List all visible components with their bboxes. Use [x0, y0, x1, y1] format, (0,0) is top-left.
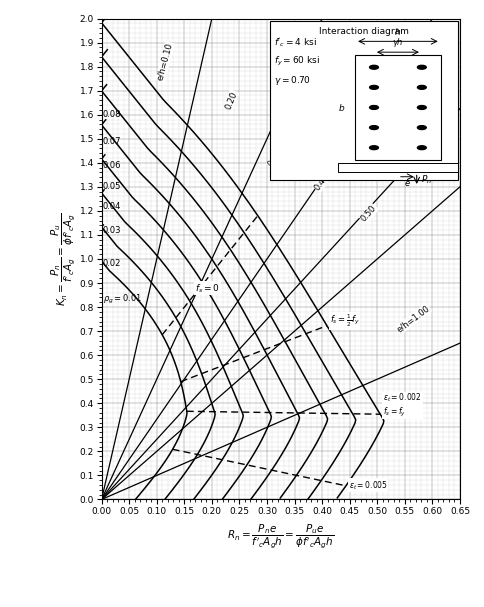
Circle shape: [417, 146, 425, 149]
Circle shape: [369, 66, 378, 69]
Text: e/h=1.00: e/h=1.00: [394, 304, 430, 334]
Bar: [269, 21, 457, 180]
Circle shape: [369, 86, 378, 89]
Circle shape: [369, 126, 378, 129]
Text: $h$: $h$: [393, 26, 401, 37]
Text: $f_s=\frac{1}{2}f_y$: $f_s=\frac{1}{2}f_y$: [329, 313, 359, 329]
Text: 0.04: 0.04: [103, 202, 121, 211]
Text: $b$: $b$: [337, 102, 344, 113]
Circle shape: [369, 146, 378, 149]
Circle shape: [417, 106, 425, 109]
Text: 0.02: 0.02: [103, 259, 121, 268]
Text: 0.50: 0.50: [359, 203, 378, 223]
Text: e/h=0.10: e/h=0.10: [155, 42, 174, 82]
Text: $\rho_g=0.01$: $\rho_g=0.01$: [103, 293, 142, 307]
Text: 0.30: 0.30: [266, 148, 283, 168]
X-axis label: $R_n = \dfrac{P_n e}{f'_c A_g h} = \dfrac{P_u e}{\phi f'_c A_g h}$: $R_n = \dfrac{P_n e}{f'_c A_g h} = \dfra…: [227, 521, 333, 549]
Text: $\epsilon_t=0.005$: $\epsilon_t=0.005$: [348, 479, 387, 492]
Text: 0.05: 0.05: [103, 182, 121, 191]
Text: $P_n$: $P_n$: [420, 174, 431, 186]
Text: $f_s=0$: $f_s=0$: [195, 282, 219, 294]
Text: 0.40: 0.40: [313, 172, 331, 192]
Text: $\gamma h$: $\gamma h$: [391, 36, 403, 49]
Circle shape: [369, 106, 378, 109]
Text: 0.07: 0.07: [103, 137, 121, 146]
Text: $f'_c = 4$ ksi
$f_y = 60$ ksi
$\gamma = 0.70$: $f'_c = 4$ ksi $f_y = 60$ ksi $\gamma = …: [273, 36, 319, 87]
Bar: [337, 163, 457, 172]
Text: 0.20: 0.20: [223, 90, 238, 110]
Text: 0.06: 0.06: [103, 161, 121, 170]
Text: $e$: $e$: [403, 178, 410, 188]
Circle shape: [417, 86, 425, 89]
Text: 0.03: 0.03: [103, 226, 121, 235]
Circle shape: [417, 66, 425, 69]
Text: Interaction diagram: Interaction diagram: [318, 27, 408, 36]
Y-axis label: $K_n = \dfrac{P_n}{f'_c A_g} = \dfrac{P_u}{\phi f'_c A_g}$: $K_n = \dfrac{P_n}{f'_c A_g} = \dfrac{P_…: [49, 212, 76, 306]
Text: 0.08: 0.08: [103, 110, 121, 119]
Circle shape: [417, 126, 425, 129]
Text: $\epsilon_t=0.002$
$f_s=f_y$: $\epsilon_t=0.002$ $f_s=f_y$: [382, 392, 421, 419]
Bar: [354, 55, 440, 160]
